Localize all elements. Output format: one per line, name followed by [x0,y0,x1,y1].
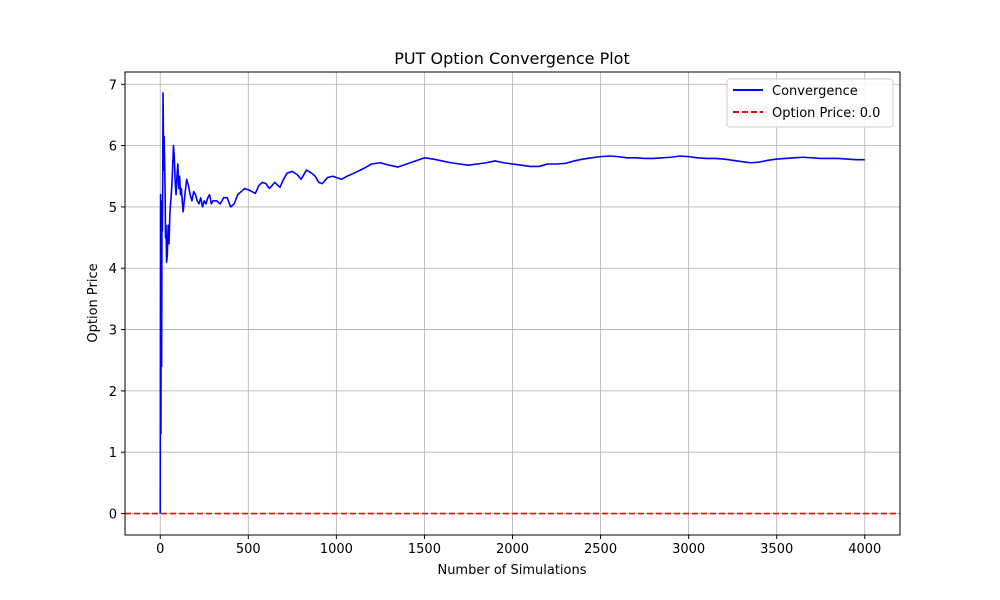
x-tick-label: 4000 [848,542,881,557]
y-axis: 0 1 2 3 4 5 6 7 [109,78,125,523]
chart-title: PUT Option Convergence Plot [394,49,629,68]
y-tick-label: 2 [109,385,117,400]
legend-label-convergence: Convergence [772,84,858,99]
y-tick-label: 1 [109,446,117,461]
legend: Convergence Option Price: 0.0 [726,78,894,128]
x-tick-label: 3500 [760,542,793,557]
y-tick-label: 0 [109,508,117,523]
series-layer [125,92,900,515]
y-tick-label: 3 [109,324,117,339]
x-tick-label: 500 [236,542,261,557]
y-tick-label: 4 [109,262,117,277]
x-tick-label: 1500 [408,542,441,557]
x-tick-label: 2500 [584,542,617,557]
legend-box [726,78,894,128]
x-tick-label: 3000 [672,542,705,557]
series-line-convergence [159,92,865,514]
x-tick-label: 2000 [496,542,529,557]
x-axis: 0 500 1000 1500 2000 2500 3000 3500 4000 [156,535,881,557]
y-tick-label: 6 [109,140,117,155]
legend-label-option-price: Option Price: 0.0 [772,106,880,121]
x-axis-label: Number of Simulations [437,563,586,578]
y-tick-label: 5 [109,201,117,216]
y-axis-label: Option Price [86,263,101,342]
y-tick-label: 7 [109,78,117,93]
x-tick-label: 0 [156,542,164,557]
x-tick-label: 1000 [320,542,353,557]
